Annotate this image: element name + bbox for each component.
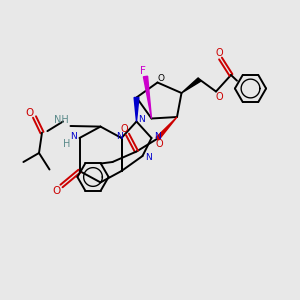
Text: O: O [52, 186, 60, 197]
Polygon shape [143, 76, 152, 118]
Polygon shape [182, 78, 201, 93]
Text: N: N [116, 132, 122, 141]
Text: O: O [25, 107, 33, 118]
Text: O: O [215, 92, 223, 102]
Text: O: O [157, 74, 164, 83]
Text: NH: NH [54, 115, 69, 125]
Text: N: N [139, 116, 145, 124]
Text: O: O [215, 48, 223, 58]
Text: N: N [145, 153, 152, 162]
Polygon shape [156, 117, 177, 140]
Text: N: N [154, 132, 161, 141]
Text: N: N [70, 132, 77, 141]
Text: O: O [120, 124, 128, 134]
Text: O: O [155, 139, 163, 149]
Text: H: H [63, 139, 70, 149]
Polygon shape [134, 98, 139, 122]
Text: F: F [140, 66, 146, 76]
